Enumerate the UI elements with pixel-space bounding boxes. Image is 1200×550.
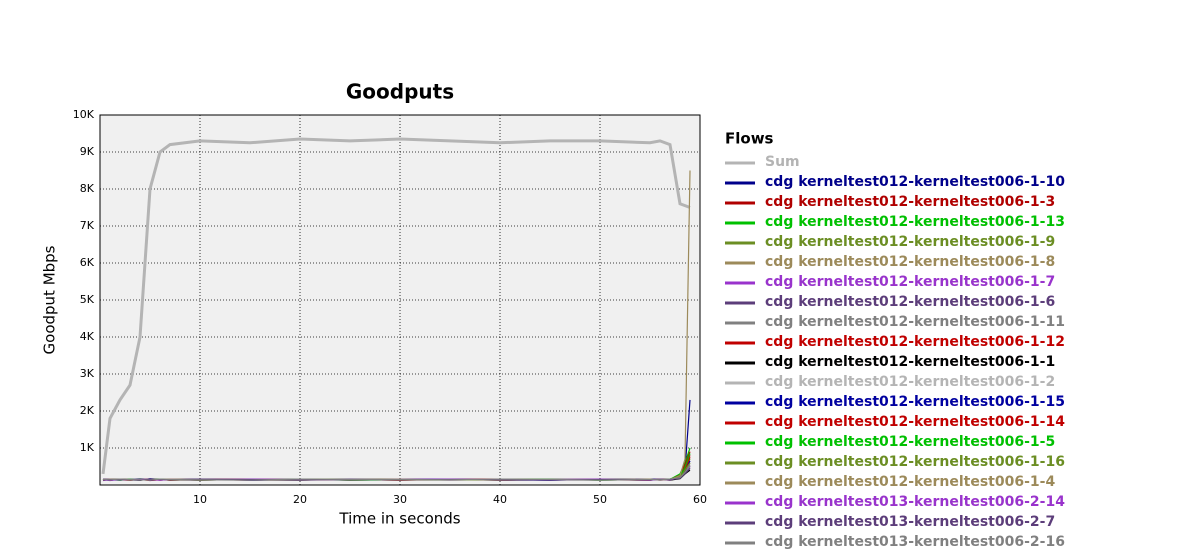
y-tick-label: 9K [80,145,95,158]
y-tick-label: 6K [80,256,95,269]
legend-label: cdg kerneltest012-kerneltest006-1-1 [765,354,1055,370]
legend-label: cdg kerneltest012-kerneltest006-1-2 [765,374,1055,390]
y-tick-label: 3K [80,367,95,380]
legend-label: cdg kerneltest013-kerneltest006-2-14 [765,494,1065,510]
x-tick-label: 30 [393,493,407,506]
legend-label: cdg kerneltest012-kerneltest006-1-7 [765,274,1055,290]
plot-frame [99,114,701,486]
legend-label: cdg kerneltest012-kerneltest006-1-3 [765,194,1055,210]
y-axis-label: Goodput Mbps [41,245,59,354]
legend-label: cdg kerneltest012-kerneltest006-1-9 [765,234,1055,250]
y-tick-label: 2K [80,404,95,417]
y-tick-label: 1K [80,441,95,454]
y-tick-label: 8K [80,182,95,195]
legend-label: cdg kerneltest013-kerneltest006-2-16 [765,534,1065,550]
legend-label: cdg kerneltest012-kerneltest006-1-12 [765,334,1065,350]
legend-label: cdg kerneltest012-kerneltest006-1-6 [765,294,1055,310]
legend-label: cdg kerneltest012-kerneltest006-1-15 [765,394,1065,410]
y-tick-label: 10K [73,108,95,121]
legend-label: cdg kerneltest012-kerneltest006-1-10 [765,174,1065,190]
legend-title: Flows [725,130,774,148]
chart-title: Goodputs [346,80,454,104]
x-tick-label: 50 [593,493,607,506]
x-tick-label: 60 [693,493,707,506]
legend-label: cdg kerneltest012-kerneltest006-1-13 [765,214,1065,230]
legend-label: cdg kerneltest012-kerneltest006-1-8 [765,254,1055,270]
legend-label: cdg kerneltest012-kerneltest006-1-16 [765,454,1065,470]
series-line [102,465,691,481]
legend-label: Sum [765,154,800,170]
x-axis-label: Time in seconds [338,510,460,528]
legend-label: cdg kerneltest012-kerneltest006-1-5 [765,434,1055,450]
legend-label: cdg kerneltest012-kerneltest006-1-11 [765,314,1065,330]
x-tick-label: 10 [193,493,207,506]
legend-label: cdg kerneltest012-kerneltest006-1-14 [765,414,1065,430]
x-tick-label: 20 [293,493,307,506]
series-line [101,137,691,475]
y-tick-label: 7K [80,219,95,232]
y-tick-label: 4K [80,330,95,343]
x-tick-label: 40 [493,493,507,506]
legend-label: cdg kerneltest013-kerneltest006-2-7 [765,514,1055,530]
legend-label: cdg kerneltest012-kerneltest006-1-4 [765,474,1055,490]
y-tick-label: 5K [80,293,95,306]
